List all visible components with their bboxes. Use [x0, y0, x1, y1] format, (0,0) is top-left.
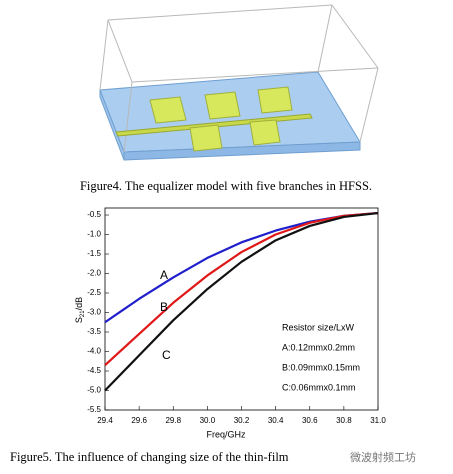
series-line [104, 211, 379, 324]
y-tick-label: -3.0 [87, 308, 101, 317]
plot-frame [104, 207, 379, 411]
x-tick-label: 30.8 [336, 416, 352, 425]
curve-label: C [162, 348, 171, 362]
y-tick-label: -4.0 [87, 347, 101, 356]
y-tick-label: -2.0 [87, 269, 101, 278]
y-tick-label: -1.5 [87, 249, 101, 258]
curve-label: B [160, 300, 168, 314]
x-tick-label: 29.6 [131, 416, 147, 425]
x-tick-label: 30.2 [234, 416, 250, 425]
x-tick-label: 29.4 [97, 416, 113, 425]
air-box [99, 4, 379, 153]
hfss-model [99, 4, 379, 161]
x-tick-label: 30.0 [200, 416, 216, 425]
y-label-unit: /dB [74, 297, 84, 311]
y-tick-label: -3.5 [87, 327, 101, 336]
watermark-bg [318, 448, 453, 468]
y-tick-label: -1.0 [87, 230, 101, 239]
x-axis-label: Freq/GHz [206, 429, 246, 439]
curve-label: A [160, 268, 168, 282]
figure-caption: Figure5. The influence of changing size … [10, 450, 289, 464]
plot: -0.5 -1.0 -1.5 -2.0 -2.5 -3.0 -3.5 -4.0 -4.5 -5.0… [87, 210, 386, 425]
y-axis-label: S21/dB [74, 297, 85, 323]
y-label-main: S [74, 317, 84, 323]
watermark: 微波射频工坊 [350, 450, 416, 464]
annotation: C:0.06mmx0.1mm [282, 382, 356, 392]
x-tick-label: 30.6 [302, 416, 318, 425]
substrate-side [99, 89, 125, 161]
series-line [104, 211, 379, 366]
branches [149, 86, 293, 152]
annotation: B:0.09mmx0.15mm [282, 362, 360, 372]
annotation: A:0.12mmx0.2mm [282, 342, 355, 352]
y-tick-label: -5.0 [87, 386, 101, 395]
figure-caption: Figure4. The equalizer model with five b… [80, 179, 372, 193]
y-tick-label: -4.5 [87, 366, 101, 375]
x-tick-label: 31.0 [370, 416, 386, 425]
y-tick-label: -5.5 [87, 405, 101, 414]
annotation: Resistor size/LxW [282, 322, 355, 332]
x-tick-label: 30.4 [268, 416, 284, 425]
y-tick-label: -0.5 [87, 210, 101, 219]
series-line [104, 211, 379, 392]
x-tick-label: 29.8 [165, 416, 181, 425]
y-tick-label: -2.5 [87, 288, 101, 297]
y-label-sub: 21 [80, 310, 86, 317]
